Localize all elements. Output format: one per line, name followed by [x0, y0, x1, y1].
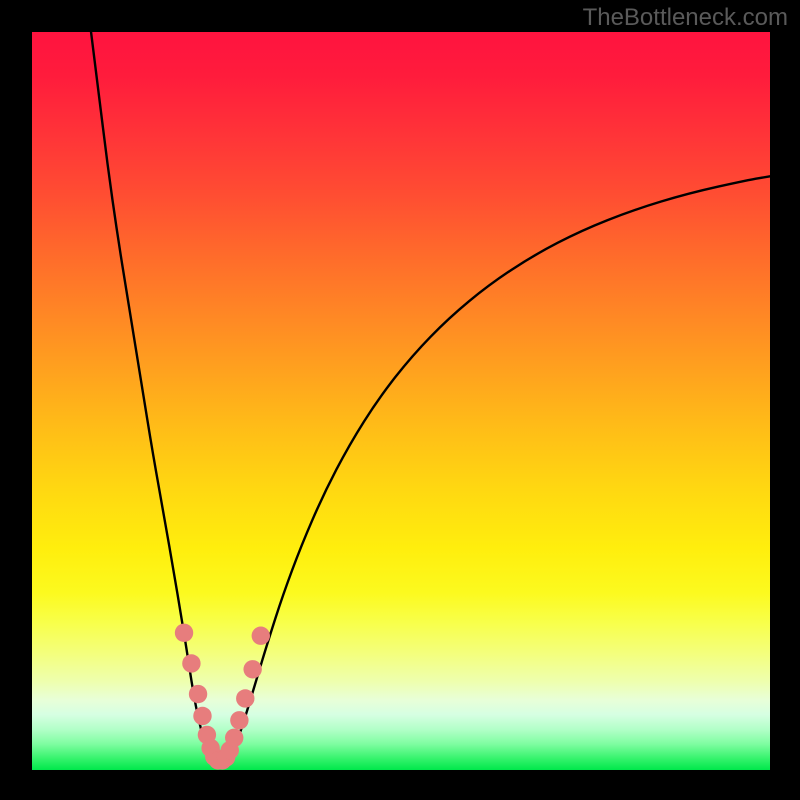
bottleneck-chart [0, 0, 800, 800]
data-marker [189, 685, 207, 703]
chart-frame: TheBottleneck.com [0, 0, 800, 800]
data-marker [225, 729, 243, 747]
data-marker [236, 689, 254, 707]
data-marker [243, 660, 261, 678]
data-marker [182, 654, 200, 672]
data-marker [230, 711, 248, 729]
watermark-text: TheBottleneck.com [583, 4, 788, 32]
data-marker [252, 627, 270, 645]
data-marker [175, 624, 193, 642]
data-marker [193, 707, 211, 725]
gradient-background [32, 32, 770, 770]
